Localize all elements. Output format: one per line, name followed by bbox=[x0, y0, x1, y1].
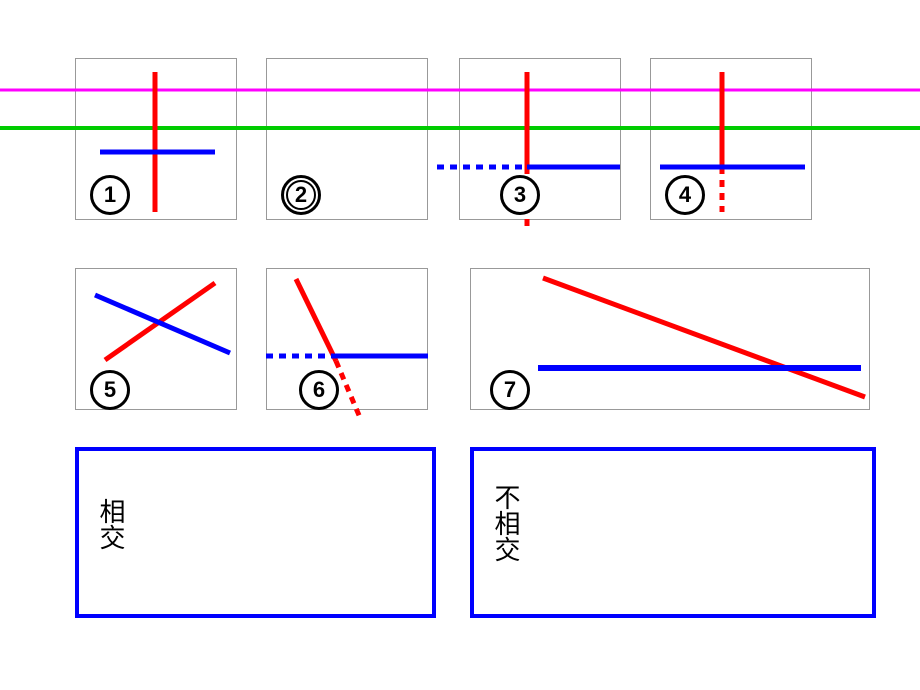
label-non-intersect: 不相交 bbox=[488, 484, 525, 562]
cell-label-4: 4 bbox=[665, 175, 705, 215]
cell-label-2: 2 bbox=[281, 175, 321, 215]
cell-label-7: 7 bbox=[490, 370, 530, 410]
cell-label-5: 5 bbox=[90, 370, 130, 410]
cell-label-3: 3 bbox=[500, 175, 540, 215]
cell-box-6[interactable] bbox=[266, 268, 428, 410]
cell-label-6: 6 bbox=[299, 370, 339, 410]
cell-label-1: 1 bbox=[90, 175, 130, 215]
diagram-canvas: 1 2 3 4 5 6 7 相交 不相交 bbox=[0, 0, 920, 690]
drop-zone-non-intersect[interactable] bbox=[470, 447, 876, 618]
cell-box-3[interactable] bbox=[459, 58, 621, 220]
cell-box-7[interactable] bbox=[470, 268, 870, 410]
label-intersect: 相交 bbox=[93, 498, 130, 550]
